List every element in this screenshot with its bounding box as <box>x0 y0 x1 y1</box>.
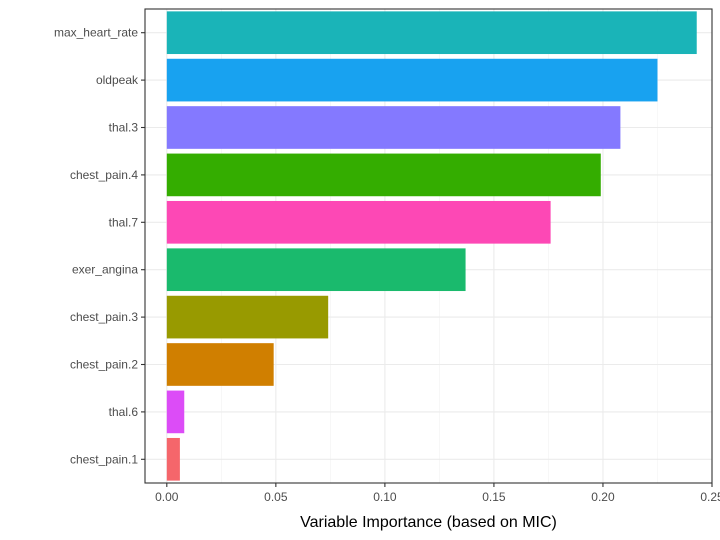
y-tick-label: chest_pain.2 <box>70 358 138 372</box>
x-tick-label: 0.25 <box>700 490 720 504</box>
y-tick-label: oldpeak <box>96 73 139 87</box>
x-axis-title: Variable Importance (based on MIC) <box>300 514 557 531</box>
x-tick-label: 0.00 <box>155 490 179 504</box>
bar-oldpeak <box>166 58 658 102</box>
bar-thal-3 <box>166 106 621 149</box>
bar-chest-pain-3 <box>166 295 329 339</box>
x-tick-label: 0.05 <box>264 490 288 504</box>
x-tick-label: 0.20 <box>591 490 615 504</box>
bar-thal-7 <box>166 200 551 244</box>
bar-thal-6 <box>166 390 185 434</box>
y-tick-label: chest_pain.4 <box>70 168 138 182</box>
y-tick-label: exer_angina <box>72 263 138 277</box>
y-tick-label: chest_pain.3 <box>70 310 138 324</box>
y-tick-label: thal.7 <box>109 215 139 229</box>
bar-max-heart-rate <box>166 11 697 55</box>
y-tick-label: max_heart_rate <box>54 26 138 40</box>
bar-chest-pain-4 <box>166 153 601 197</box>
bar-chest-pain-2 <box>166 343 274 386</box>
panel-border <box>144 8 713 484</box>
bar-exer-angina <box>166 248 466 292</box>
x-tick-label: 0.15 <box>482 490 506 504</box>
y-tick-label: thal.6 <box>109 405 139 419</box>
y-tick-label: chest_pain.1 <box>70 452 138 466</box>
bar-chest-pain-1 <box>166 437 180 481</box>
x-tick-label: 0.10 <box>373 490 397 504</box>
y-tick-label: thal.3 <box>109 121 139 135</box>
